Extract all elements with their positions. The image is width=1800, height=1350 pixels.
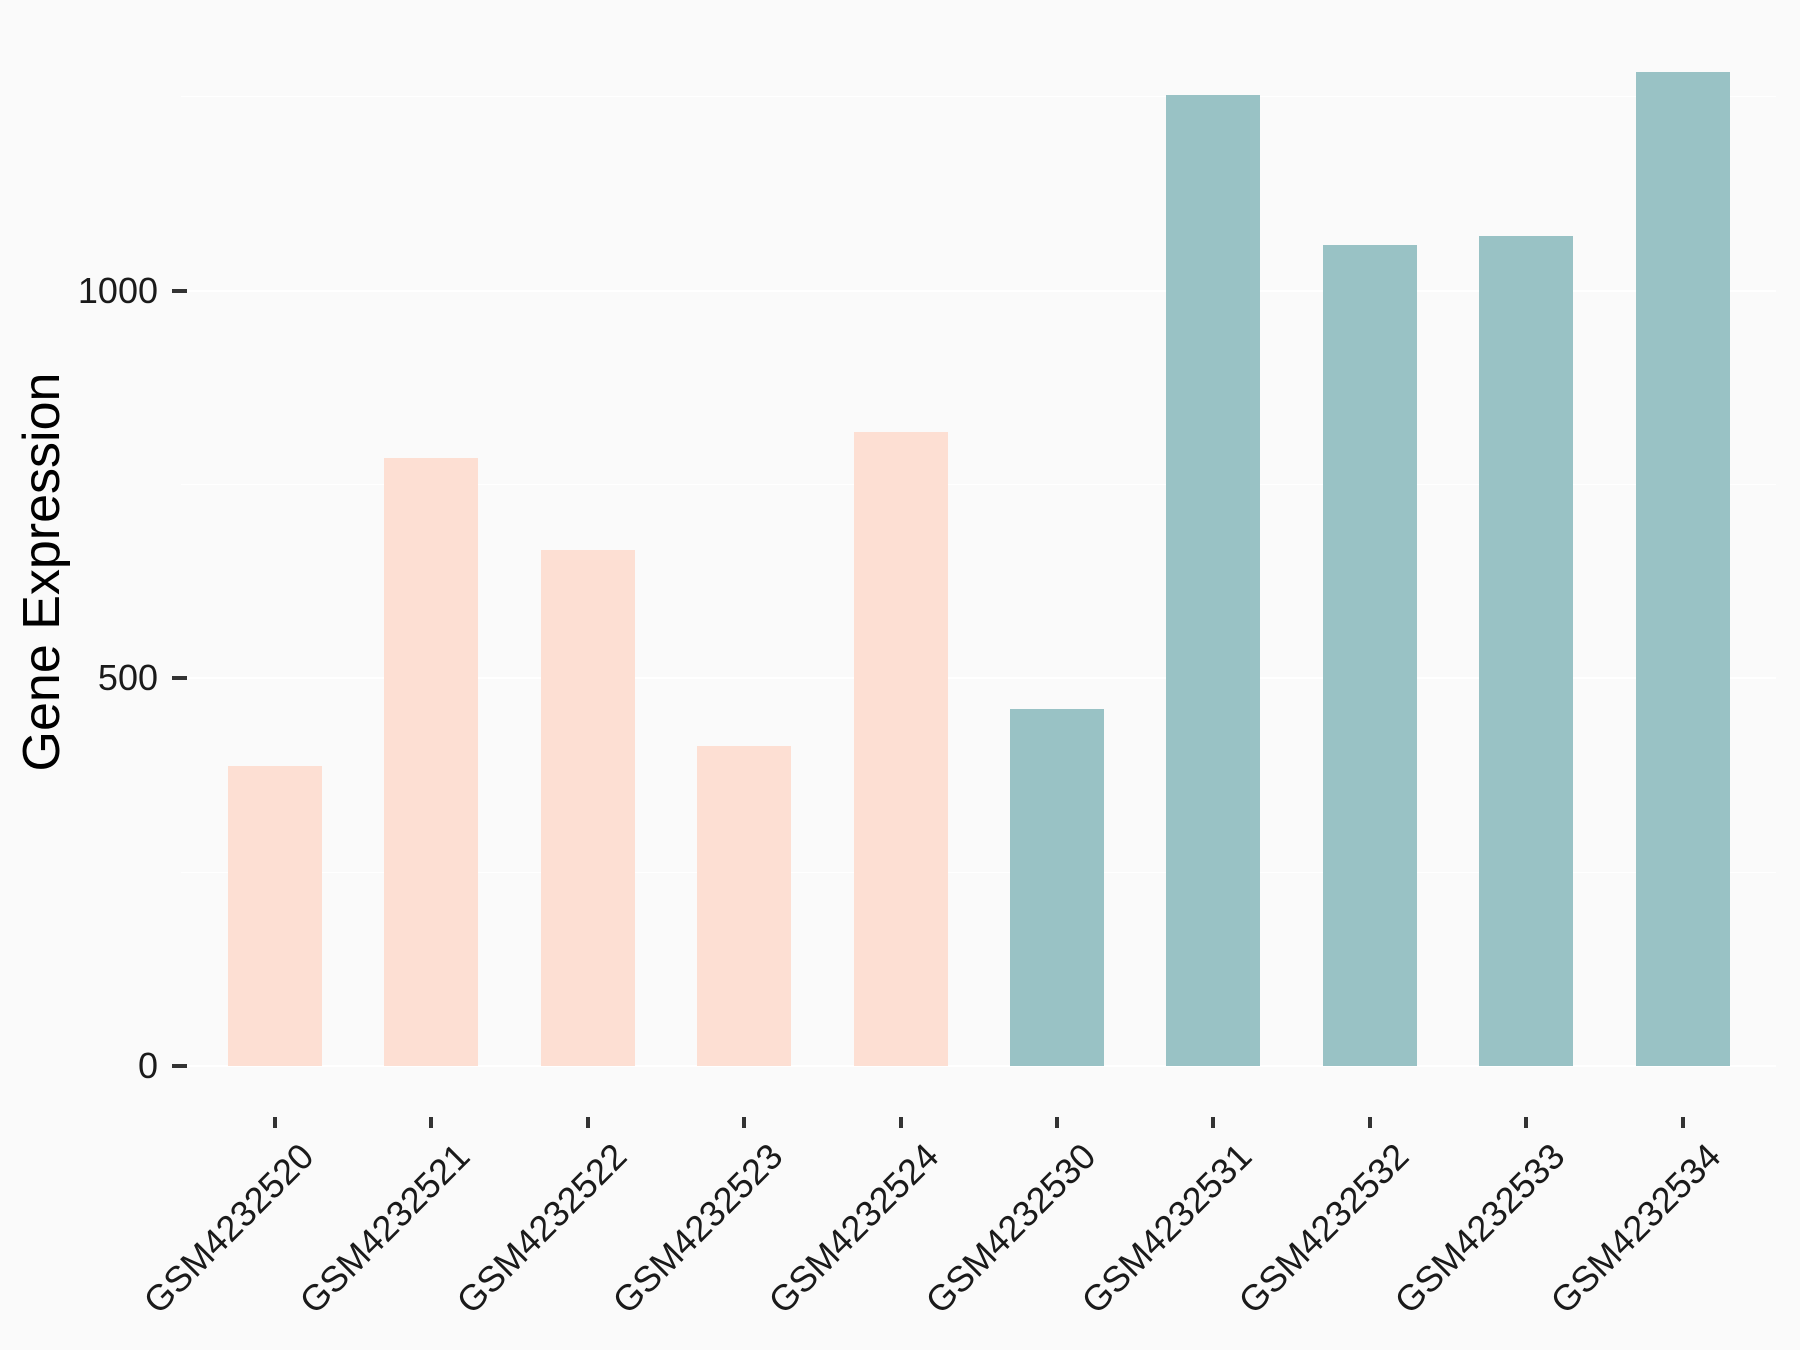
y-axis-tick-mark bbox=[172, 1064, 187, 1068]
bar-GSM4232521 bbox=[384, 458, 478, 1066]
x-axis-tick-mark bbox=[1211, 1117, 1216, 1128]
x-axis-tick-mark bbox=[273, 1117, 277, 1128]
bar-GSM4232533 bbox=[1479, 236, 1573, 1066]
x-axis-tick-mark bbox=[1680, 1117, 1685, 1128]
bar-GSM4232522 bbox=[541, 550, 635, 1066]
gridline-major bbox=[181, 677, 1776, 680]
gridline-minor bbox=[181, 96, 1776, 98]
x-axis-tick-mark bbox=[898, 1117, 903, 1128]
y-axis-tick-label: 1000 bbox=[77, 269, 158, 311]
x-axis-tick-mark bbox=[1055, 1117, 1059, 1128]
y-axis-tick-mark bbox=[172, 288, 187, 293]
x-axis-tick-mark bbox=[1524, 1117, 1529, 1128]
gridline-minor bbox=[181, 871, 1776, 873]
bar-GSM4232524 bbox=[854, 432, 948, 1066]
bar-GSM4232520 bbox=[228, 766, 322, 1066]
x-axis-tick-mark bbox=[429, 1117, 434, 1128]
y-axis-tick-label: 500 bbox=[97, 657, 158, 699]
y-axis-tick-mark bbox=[172, 676, 187, 681]
gridline-minor bbox=[181, 484, 1776, 486]
bar-GSM4232523 bbox=[697, 746, 791, 1066]
bar-GSM4232530 bbox=[1010, 709, 1104, 1066]
y-axis-tick-label: 0 bbox=[137, 1045, 158, 1086]
bar-GSM4232532 bbox=[1323, 245, 1417, 1066]
bar-GSM4232534 bbox=[1636, 72, 1730, 1066]
y-axis-title: Gene Expression bbox=[13, 372, 71, 772]
bar-GSM4232531 bbox=[1166, 95, 1260, 1066]
x-axis-tick-mark bbox=[742, 1117, 747, 1128]
gridline-major bbox=[181, 1065, 1776, 1067]
x-axis-tick-mark bbox=[585, 1117, 590, 1128]
gridline-major bbox=[181, 289, 1776, 292]
x-axis-tick-mark bbox=[1367, 1117, 1372, 1128]
